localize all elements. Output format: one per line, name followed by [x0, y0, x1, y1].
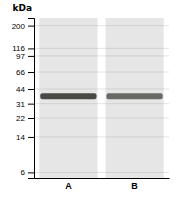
y-tick-label: 44	[16, 85, 25, 94]
x-tick: A	[65, 178, 72, 191]
lane	[39, 18, 97, 178]
x-axis: AB	[35, 178, 170, 191]
y-tick-mark	[28, 137, 34, 138]
bands	[40, 93, 162, 99]
y-tick: 31	[16, 100, 34, 109]
grid-line	[34, 25, 169, 26]
grid	[34, 26, 169, 173]
y-tick: 14	[16, 133, 34, 142]
y-tick: 66	[16, 68, 34, 77]
y-tick-mark	[28, 118, 34, 119]
y-axis-line	[28, 19, 35, 179]
y-axis-label: kDa	[12, 3, 32, 13]
y-tick-label: 14	[16, 133, 25, 142]
y-tick-mark	[28, 26, 34, 27]
grid-line	[34, 55, 169, 56]
band	[106, 93, 162, 99]
grid-line	[34, 136, 169, 137]
y-tick: 22	[16, 114, 34, 123]
y-tick: 6	[21, 168, 34, 177]
y-tick-mark	[28, 48, 34, 49]
grid-line	[34, 88, 169, 89]
lane	[105, 18, 163, 178]
grid-line	[34, 172, 169, 173]
chart: 2001169766443122146ABkDa	[0, 0, 177, 198]
plot: 2001169766443122146AB	[12, 18, 170, 191]
y-tick: 44	[16, 85, 34, 94]
lanes	[39, 18, 163, 178]
y-axis: 2001169766443122146	[12, 19, 35, 179]
y-tick-label: 200	[12, 22, 26, 31]
grid-line	[34, 48, 169, 49]
y-tick: 200	[12, 22, 34, 31]
y-tick-mark	[28, 89, 34, 90]
y-tick-label: 97	[16, 52, 25, 61]
y-tick-label: 22	[16, 114, 25, 123]
y-tick-mark	[28, 56, 34, 57]
x-tick: B	[131, 178, 138, 191]
grid-line	[34, 103, 169, 104]
grid-line	[34, 118, 169, 119]
y-tick-mark	[28, 104, 34, 105]
y-tick: 97	[16, 52, 34, 61]
y-tick-label: 31	[16, 100, 25, 109]
y-tick-mark	[28, 72, 34, 73]
x-tick-label: B	[131, 181, 138, 191]
x-axis-line	[35, 178, 170, 179]
y-tick-mark	[28, 172, 34, 173]
grid-line	[34, 72, 169, 73]
band	[40, 93, 96, 99]
y-tick-label: 66	[16, 68, 25, 77]
x-tick-label: A	[65, 181, 72, 191]
y-tick-label: 6	[21, 168, 26, 177]
